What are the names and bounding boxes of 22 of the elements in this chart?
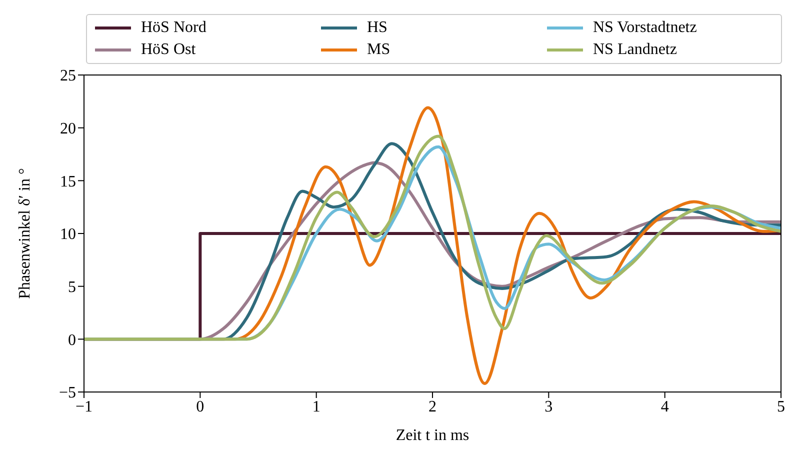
y-tick-label: 20 — [60, 120, 76, 138]
x-tick-label: 5 — [777, 398, 785, 416]
y-tick-label: 5 — [68, 279, 76, 296]
legend-label: HöS Nord — [141, 19, 206, 37]
y-axis-title: Phasenwinkel δ′ in ° — [16, 168, 34, 299]
x-tick-label: 4 — [660, 398, 669, 416]
y-tick-label: 25 — [60, 68, 76, 85]
legend-label: NS Vorstadtnetz — [593, 19, 697, 37]
legend-label: HS — [367, 19, 388, 37]
x-tick-label: 2 — [428, 398, 436, 416]
legend-label: HöS Ost — [141, 41, 196, 59]
x-tick-label: 3 — [544, 398, 553, 416]
legend-label: NS Landnetz — [593, 41, 677, 59]
y-tick-label: 0 — [68, 332, 76, 349]
x-axis-title: Zeit t in ms — [396, 427, 470, 444]
y-tick-label: 15 — [60, 173, 76, 190]
x-tick-label: 0 — [196, 398, 204, 416]
x-tick-label: −1 — [75, 398, 93, 416]
x-tick-label: 1 — [312, 398, 320, 416]
y-tick-label: 10 — [60, 226, 76, 244]
legend-label: MS — [367, 41, 390, 59]
y-tick-label: −5 — [58, 384, 76, 402]
